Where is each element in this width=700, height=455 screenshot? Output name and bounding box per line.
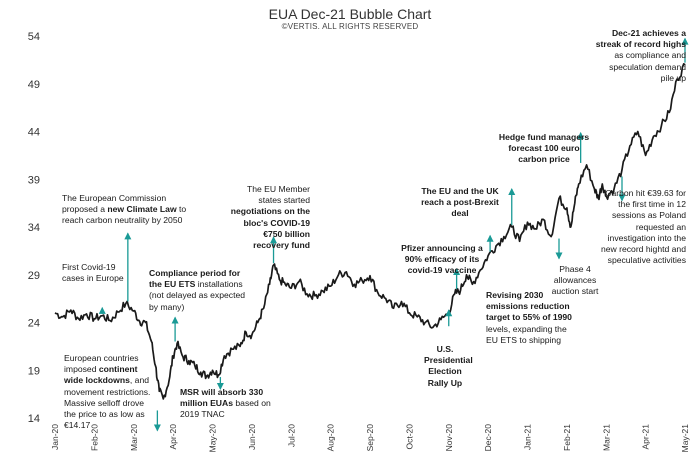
annotation-arrow-head: [153, 424, 161, 432]
annotation-us-election: U.S. Presidential Election Rally Up: [424, 344, 473, 388]
annotation-arrow-head: [486, 234, 494, 242]
y-tick-label: 39: [28, 174, 40, 186]
annotation-compliance-period: Compliance period for the EU ETS install…: [149, 268, 246, 312]
x-tick-label: May-21: [680, 424, 690, 453]
x-tick-label: Apr-20: [168, 424, 178, 450]
annotation-arrow-head: [270, 236, 278, 244]
annotation-phase4: Phase 4 allowances auction start: [551, 264, 599, 297]
chart-subtitle: ©VERTIS. ALL RIGHTS RESERVED: [281, 22, 419, 31]
x-tick-label: Nov-20: [444, 424, 454, 452]
y-tick-label: 54: [28, 31, 40, 43]
annotation-climate-law: The European Commission proposed a new C…: [62, 193, 187, 226]
annotation-recovery-fund: The EU Member states started negotiation…: [230, 184, 310, 251]
x-tick-label: Mar-20: [129, 424, 139, 451]
annotation-hedge-funds: Hedge fund managers forecast 100 euro ca…: [498, 132, 590, 165]
x-tick-label: May-20: [208, 424, 218, 453]
annotation-arrow-head: [555, 252, 563, 260]
annotation-arrow-head: [618, 194, 626, 202]
annotation-msr: MSR will absorb 330 million EUAs based o…: [180, 387, 271, 420]
annotation-arrow-head: [124, 232, 132, 240]
x-tick-label: Jul-20: [286, 424, 296, 447]
annotation-arrow-head: [681, 37, 689, 45]
y-tick-label: 44: [28, 127, 40, 139]
annotation-arrow-head: [98, 306, 106, 314]
x-tick-label: Dec-20: [483, 424, 493, 452]
annotation-brexit-deal: The EU and the UK reach a post-Brexit de…: [421, 186, 499, 219]
annotation-2030-target: Revising 2030 emissions reduction target…: [486, 290, 572, 345]
x-tick-label: Jun-20: [247, 424, 257, 450]
y-tick-label: 49: [28, 79, 40, 91]
x-tick-label: Oct-20: [404, 424, 414, 450]
annotation-covid-cases: First Covid-19 cases in Europe: [62, 262, 124, 284]
y-tick-label: 29: [28, 270, 40, 282]
annotation-record-highs: Dec-21 achieves a streak of record highs…: [595, 28, 686, 83]
y-tick-label: 34: [28, 222, 40, 234]
annotation-arrow-head: [508, 188, 516, 195]
annotation-arrow-head: [171, 316, 179, 324]
y-tick-label: 24: [28, 318, 40, 330]
x-tick-label: Jan-21: [523, 424, 533, 450]
annotation-arrow-head: [577, 131, 585, 139]
x-tick-label: Feb-21: [562, 424, 572, 451]
annotation-pfizer: Pfizer announcing a 90% efficacy of its …: [401, 243, 483, 276]
x-tick-label: Sep-20: [365, 424, 375, 452]
x-tick-label: Jan-20: [50, 424, 60, 450]
annotation-carbon-hit: Carbon hit €39.63 for the first time in …: [600, 188, 686, 266]
y-tick-label: 14: [28, 413, 40, 425]
series-line-eua-dec21: [54, 63, 686, 400]
x-tick-label: Apr-21: [641, 424, 651, 450]
annotation-arrow-head: [216, 383, 224, 391]
chart-title: EUA Dec-21 Bubble Chart: [268, 6, 432, 22]
annotation-arrow-head: [445, 309, 453, 317]
annotation-lockdowns: European countries imposed continent wid…: [64, 353, 151, 431]
x-tick-label: Mar-21: [601, 424, 611, 451]
y-tick-label: 19: [28, 365, 40, 377]
x-tick-label: Feb-20: [89, 424, 99, 451]
annotation-arrow-head: [453, 267, 461, 275]
x-tick-label: Aug-20: [326, 424, 336, 452]
